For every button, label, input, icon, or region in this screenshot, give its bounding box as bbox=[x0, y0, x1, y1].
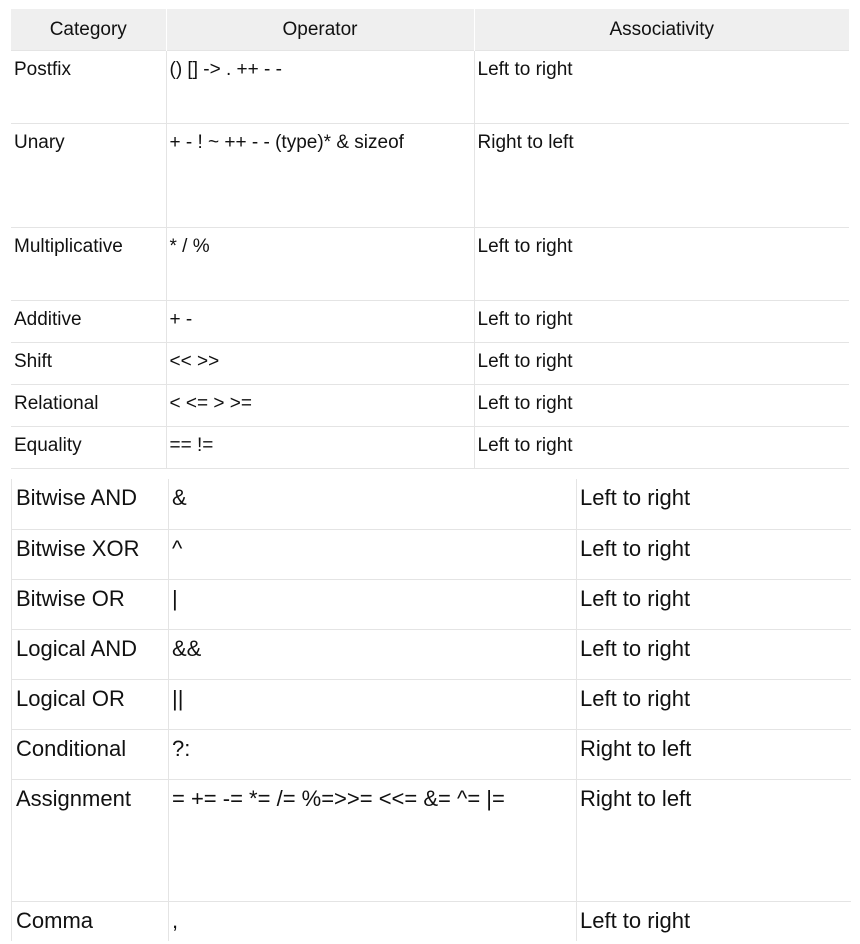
associativity-cell: Left to right bbox=[576, 579, 851, 630]
associativity-cell: Left to right bbox=[473, 227, 849, 301]
precedence-table-bottom: Bitwise AND & Left to right Bitwise XOR … bbox=[11, 479, 851, 941]
table-row: Equality == != Left to right bbox=[11, 426, 849, 469]
table-row: Relational < <= > >= Left to right bbox=[11, 384, 849, 427]
table-row: Logical OR || Left to right bbox=[11, 679, 851, 730]
operator-cell: () [] -> . ++ - - bbox=[165, 50, 474, 124]
header-associativity: Associativity bbox=[473, 9, 849, 51]
table-row: Multiplicative * / % Left to right bbox=[11, 227, 849, 301]
associativity-cell: Right to left bbox=[576, 779, 851, 902]
category-cell: Logical OR bbox=[11, 679, 169, 730]
table-row: Comma , Left to right bbox=[11, 901, 851, 941]
operator-cell: , bbox=[168, 901, 577, 941]
operator-cell: = += -= *= /= %=>>= <<= &= ^= |= bbox=[168, 779, 577, 902]
associativity-cell: Left to right bbox=[576, 901, 851, 941]
operator-cell: ?: bbox=[168, 729, 577, 780]
table-row: Unary + - ! ~ ++ - - (type)* & sizeof Ri… bbox=[11, 123, 849, 228]
category-cell: Shift bbox=[11, 342, 166, 385]
associativity-cell: Right to left bbox=[576, 729, 851, 780]
associativity-cell: Left to right bbox=[473, 426, 849, 469]
associativity-cell: Left to right bbox=[473, 384, 849, 427]
table-row: Logical AND && Left to right bbox=[11, 629, 851, 680]
operator-cell: | bbox=[168, 579, 577, 630]
category-cell: Bitwise AND bbox=[11, 479, 169, 530]
table-row: Bitwise XOR ^ Left to right bbox=[11, 529, 851, 580]
table-row: Assignment = += -= *= /= %=>>= <<= &= ^=… bbox=[11, 779, 851, 902]
category-cell: Bitwise XOR bbox=[11, 529, 169, 580]
operator-cell: + - ! ~ ++ - - (type)* & sizeof bbox=[165, 123, 474, 228]
category-cell: Assignment bbox=[11, 779, 169, 902]
table-row: Bitwise AND & Left to right bbox=[11, 479, 851, 530]
operator-cell: && bbox=[168, 629, 577, 680]
associativity-cell: Right to left bbox=[473, 123, 849, 228]
operator-cell: << >> bbox=[165, 342, 474, 385]
associativity-cell: Left to right bbox=[576, 679, 851, 730]
table-row: Conditional ?: Right to left bbox=[11, 729, 851, 780]
associativity-cell: Left to right bbox=[576, 629, 851, 680]
associativity-cell: Left to right bbox=[473, 300, 849, 343]
header-category: Category bbox=[11, 9, 166, 51]
operator-cell: ^ bbox=[168, 529, 577, 580]
operator-cell: * / % bbox=[165, 227, 474, 301]
table-row: Bitwise OR | Left to right bbox=[11, 579, 851, 630]
category-cell: Multiplicative bbox=[11, 227, 166, 301]
category-cell: Bitwise OR bbox=[11, 579, 169, 630]
operator-cell: < <= > >= bbox=[165, 384, 474, 427]
category-cell: Comma bbox=[11, 901, 169, 941]
table-row: Additive + - Left to right bbox=[11, 300, 849, 343]
table-row: Shift << >> Left to right bbox=[11, 342, 849, 385]
associativity-cell: Left to right bbox=[576, 479, 851, 530]
header-operator: Operator bbox=[165, 9, 474, 51]
category-cell: Additive bbox=[11, 300, 166, 343]
operator-cell: & bbox=[168, 479, 577, 530]
category-cell: Conditional bbox=[11, 729, 169, 780]
table-row: Postfix () [] -> . ++ - - Left to right bbox=[11, 50, 849, 124]
associativity-cell: Left to right bbox=[473, 342, 849, 385]
associativity-cell: Left to right bbox=[473, 50, 849, 124]
category-cell: Postfix bbox=[11, 50, 166, 124]
operator-cell: == != bbox=[165, 426, 474, 469]
precedence-table-top: Category Operator Associativity Postfix … bbox=[11, 9, 849, 469]
operator-cell: + - bbox=[165, 300, 474, 343]
associativity-cell: Left to right bbox=[576, 529, 851, 580]
category-cell: Logical AND bbox=[11, 629, 169, 680]
header-row: Category Operator Associativity bbox=[11, 9, 849, 51]
category-cell: Relational bbox=[11, 384, 166, 427]
category-cell: Equality bbox=[11, 426, 166, 469]
operator-cell: || bbox=[168, 679, 577, 730]
category-cell: Unary bbox=[11, 123, 166, 228]
